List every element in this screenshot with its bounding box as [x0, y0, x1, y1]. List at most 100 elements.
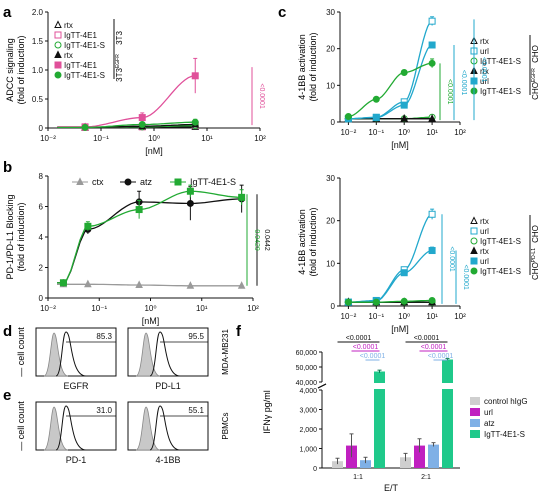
legend-group-sup: EGFR — [531, 68, 537, 82]
legend-label: url — [480, 227, 489, 236]
panel-c-top-chart: 0 10 20 30 10⁻² 10⁻¹ 10⁰ 10¹ 10² [nM] 4-1BB activa… — [297, 8, 540, 150]
x-tick-label: 1:1 — [353, 474, 363, 481]
series-atz — [57, 184, 246, 287]
bar-break-gap — [441, 383, 454, 389]
legend-label: IgTT-4E1 — [64, 31, 97, 40]
series-curve — [57, 190, 242, 284]
stained-histogram — [149, 405, 181, 451]
x-tick-label: 10⁰ — [148, 134, 160, 143]
x-tick-label: 10⁻² — [40, 134, 56, 143]
legend-marker — [470, 257, 478, 265]
panel-label-e: e — [3, 387, 11, 404]
significance-pvalue: <0.0001 — [421, 344, 447, 351]
stained-histogram — [149, 331, 181, 377]
legend-group-label: CHOEGFR — [531, 68, 540, 100]
x-tick-label: 10¹ — [201, 134, 213, 143]
legend-label: url — [484, 408, 493, 417]
legend-marker — [470, 267, 478, 275]
y-tick-label: 40,000 — [296, 380, 318, 387]
data-point — [191, 72, 199, 80]
y-axis-label-line: PD-1/PD-L1 Blocking — [5, 194, 15, 279]
data-point — [372, 298, 380, 306]
stat-pvalue-3: <0.0001 — [460, 70, 467, 96]
legend-group-label: CHO — [531, 225, 540, 243]
legend-marker — [54, 61, 62, 69]
legend-label: rtx — [480, 37, 489, 46]
panel-c-bottom-chart: 0 10 20 30 10⁻² 10⁻¹ 10⁰ 10¹ 10² [nM] 4-1BB activa… — [297, 174, 540, 334]
significance-pvalue: <0.0001 — [346, 335, 372, 342]
side-label: PBMCs — [221, 412, 230, 439]
data-point — [186, 281, 195, 289]
x-tick-label: 10¹ — [426, 312, 438, 321]
significance-pvalue: <0.0001 — [428, 353, 454, 360]
legend-marker — [76, 177, 84, 185]
stained-histogram — [55, 405, 87, 451]
y-tick-label: 50,000 — [296, 365, 318, 372]
panel-d-histograms: — cell count 85.3 EGFR 95.5 PD-L1 MDA-MB231 — [16, 327, 230, 391]
series-igtt-4e1-s — [344, 296, 436, 306]
legend-label: atz — [140, 177, 153, 187]
y-tick-label: 10 — [326, 259, 335, 268]
y-tick-label: 0 — [331, 118, 336, 127]
y-axis-label-line: 4-1BB activation — [297, 34, 307, 100]
y-tick-label: 0.5 — [32, 95, 44, 104]
series-curve — [344, 44, 433, 120]
stat-pvalue: <0.0001 — [258, 83, 265, 109]
stat-pvalue-atz: 0.0442 — [263, 229, 270, 251]
y-tick-label: 30 — [326, 174, 335, 183]
legend-swatch — [470, 430, 480, 438]
data-point — [428, 17, 436, 25]
side-label: MDA-MB231 — [221, 329, 230, 375]
isotype-histogram — [135, 406, 161, 451]
y-tick-label: 0 — [313, 466, 317, 473]
legend-marker — [54, 50, 62, 58]
significance-pvalue: <0.0001 — [353, 344, 379, 351]
y-tick-label: 4,000 — [299, 388, 317, 395]
y-tick-label: 0 — [39, 294, 44, 303]
x-tick-label: 10¹ — [426, 128, 438, 137]
legend-label: url — [480, 257, 489, 266]
data-point — [59, 279, 67, 287]
isotype-histogram — [43, 332, 69, 377]
legend-group-name: CHO — [531, 82, 540, 100]
y-axis-label: — cell count — [16, 401, 26, 451]
axis-break-mark — [317, 383, 327, 389]
y-axis-label-line: ADCC signaling — [5, 38, 15, 102]
legend-label: IgTT-4E1 — [64, 61, 97, 70]
data-point — [138, 121, 146, 129]
legend-label: rtx — [480, 67, 489, 76]
bar-break-gap — [373, 383, 386, 389]
legend-label: IgTT-4E1-S — [480, 267, 521, 276]
data-point — [428, 296, 436, 304]
histogram-frame — [35, 401, 117, 451]
x-axis-label: [nM] — [391, 140, 409, 150]
legend-label: rtx — [480, 247, 489, 256]
data-point — [344, 113, 352, 120]
stat-pvalue-2: <0.0001 — [446, 79, 453, 105]
legend-group-sup: PD-L1 — [531, 248, 537, 262]
histogram-frame — [127, 327, 209, 377]
y-tick-label: 10 — [326, 81, 335, 90]
y-axis-label-line: 4-1BB activation — [297, 209, 307, 275]
y-tick-label: 4 — [39, 233, 44, 242]
y-tick-label: 6 — [39, 203, 44, 212]
y-axis-label-text: cell count — [16, 327, 26, 366]
x-tick-label: 10⁻¹ — [93, 134, 109, 143]
legend-marker — [54, 31, 62, 39]
y-tick-label: 1.5 — [32, 37, 44, 46]
data-point — [400, 297, 408, 305]
x-axis-label: [nM] — [145, 146, 163, 156]
x-tick-label: 10⁻² — [341, 312, 357, 321]
legend-label: IgTT-4E1-S — [64, 71, 105, 80]
series-curve — [344, 299, 433, 303]
legend-marker — [54, 71, 62, 79]
marker-label: PD-L1 — [155, 381, 181, 391]
stained-histogram — [55, 331, 87, 377]
legend-label: IgTT-4E1-S — [190, 177, 236, 187]
stat-pvalue-igtt: 0.0429 — [253, 229, 260, 251]
y-axis-label: 4-1BB activation(fold of induction) — [297, 207, 318, 276]
series-curve — [57, 283, 242, 287]
y-axis-label-text: cell count — [16, 401, 26, 440]
x-tick-label: 10⁰ — [398, 312, 410, 321]
